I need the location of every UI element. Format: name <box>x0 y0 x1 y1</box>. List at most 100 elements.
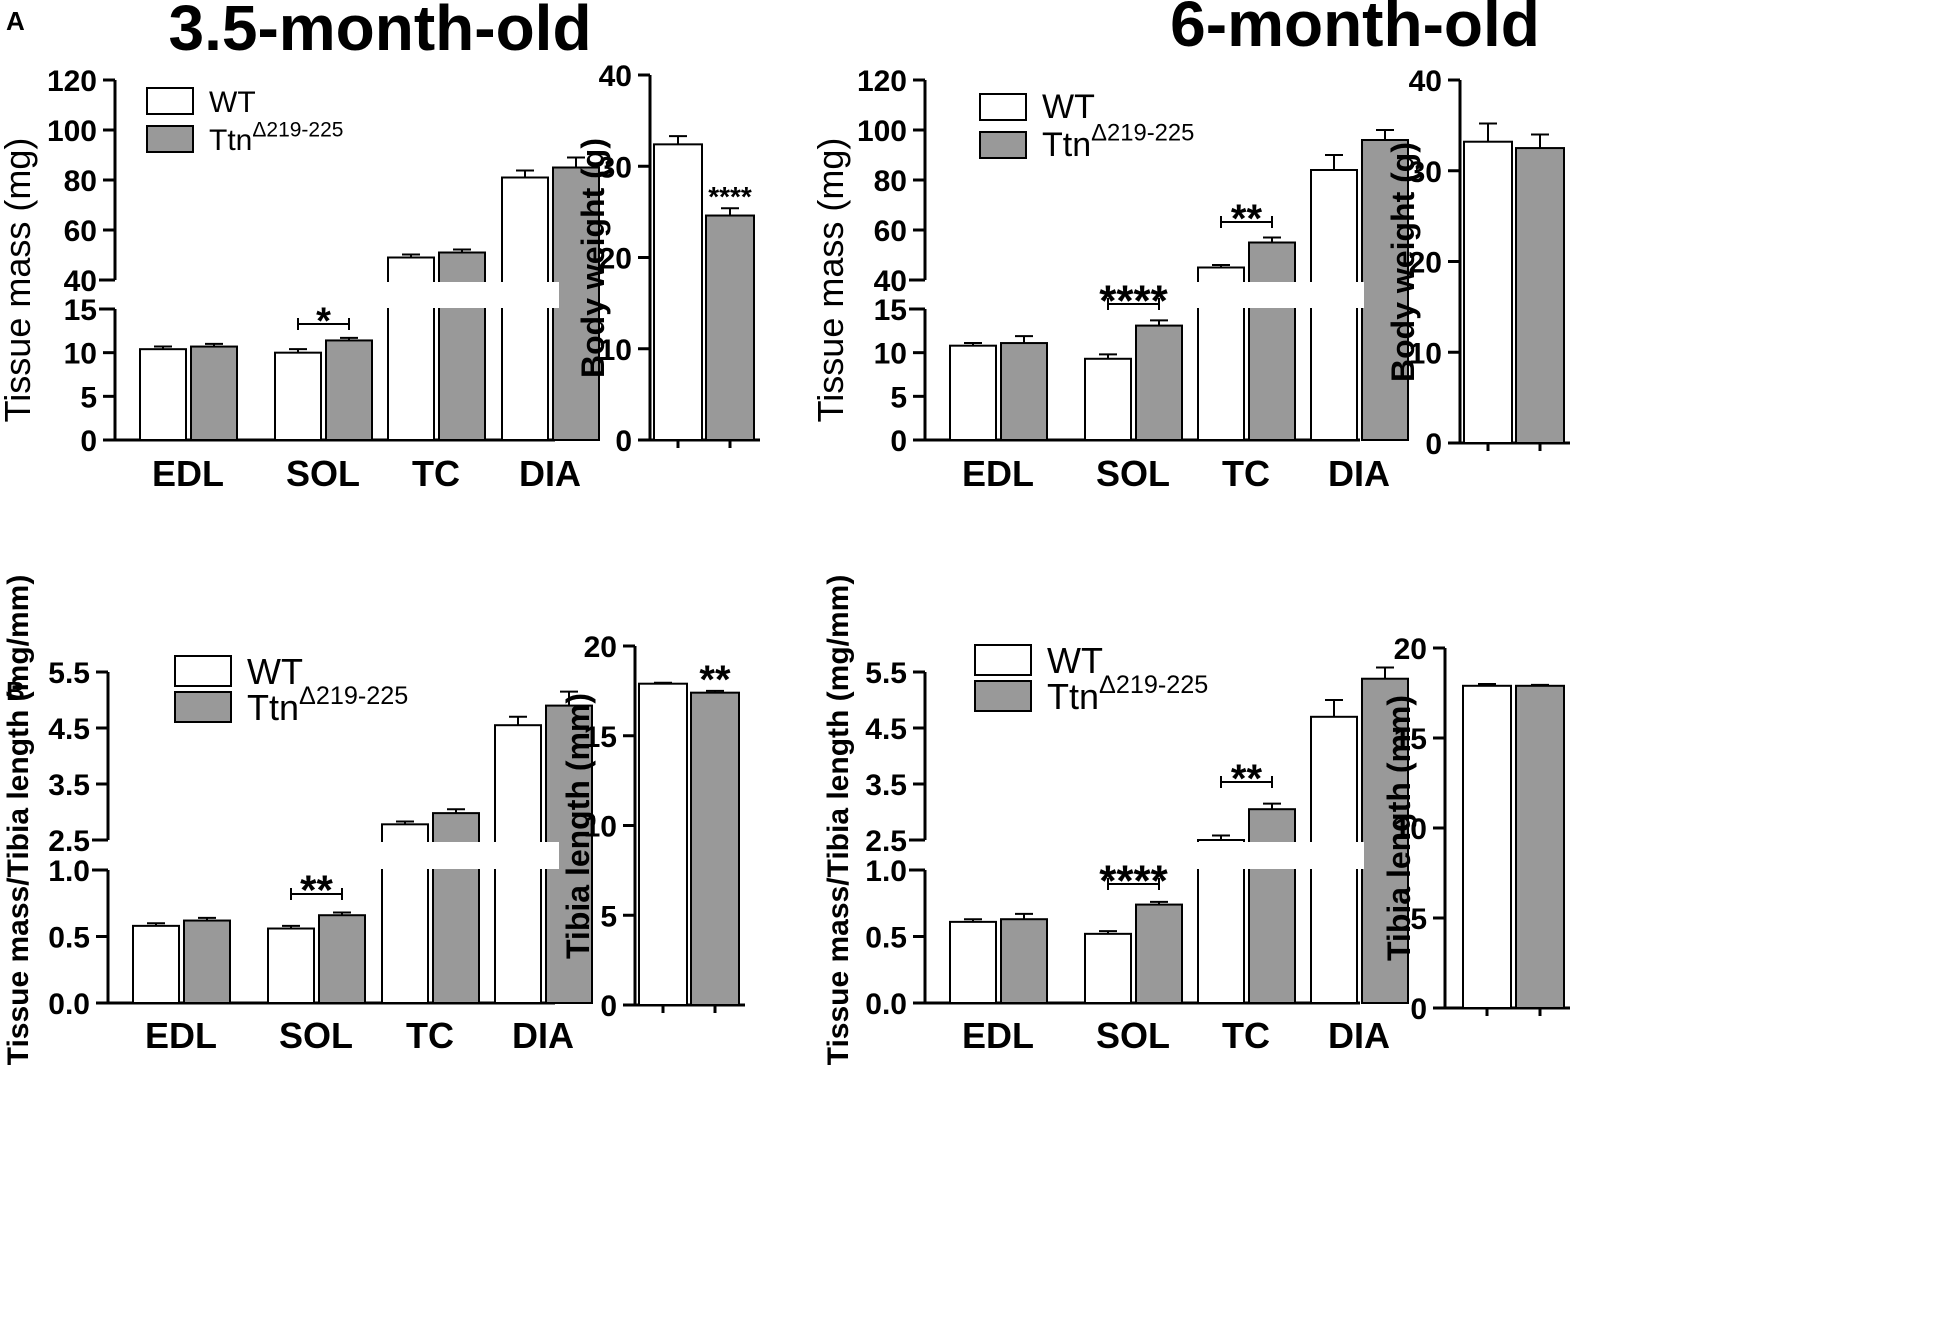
x-tick-label-tc: TC <box>406 1015 454 1056</box>
bar-dia-ttn <box>1361 677 1409 1004</box>
y-tick-label-10: 10 <box>874 338 907 371</box>
legend-label-ttn: TtnΔ219-225 <box>1047 671 1208 717</box>
legend-label-ttn-sup: Δ219-225 <box>299 682 408 710</box>
y-tick-label-0: 0 <box>80 425 97 458</box>
y-axis-label: Tissue mass (mg) <box>0 138 38 423</box>
sig-label-sol: * <box>316 300 331 342</box>
bar-ttn <box>1515 147 1565 444</box>
column-title-6-month: 6-month-old <box>1170 0 1540 60</box>
legend-label-ttn: TtnΔ219-225 <box>1042 120 1194 164</box>
bar-sol-wt <box>1084 932 1132 1005</box>
legend-label-ttn-sup: Δ219-225 <box>252 119 343 142</box>
y-tick-label-3-5: 3.5 <box>48 769 90 802</box>
bar-dia-wt <box>501 176 549 441</box>
y-tick-label-2-5: 2.5 <box>48 825 90 858</box>
x-tick-label-sol: SOL <box>1096 1015 1170 1056</box>
y-tick-label-1-0: 1.0 <box>48 855 90 888</box>
panel-label-b: B <box>6 676 25 706</box>
bar-ttn <box>1515 684 1565 1009</box>
sig-label: **** <box>708 181 752 212</box>
y-tick-label-100: 100 <box>47 115 97 148</box>
x-tick-label-edl: EDL <box>962 1015 1034 1056</box>
y-tick-label-2-5: 2.5 <box>865 825 907 858</box>
x-tick-label-sol: SOL <box>1096 453 1170 494</box>
sig-label-sol: ** <box>300 867 333 914</box>
chart-b-3-5-ratio: 0.0 0.5 1.02.5 3.5 4.5 5.5 Tissue mass/Tibia l… <box>2 575 593 1066</box>
y-tick-label-40: 40 <box>874 265 907 298</box>
y-tick-label-15: 15 <box>64 294 97 327</box>
legend-label-ttn-sup: Δ219-225 <box>1099 671 1208 699</box>
bar-edl-ttn <box>190 345 238 442</box>
legend-swatch-ttn <box>974 680 1032 712</box>
y-tick-label-0: 0 <box>890 425 907 458</box>
legend-label-wt: WT <box>209 86 256 119</box>
y-tick-label-0-5: 0.5 <box>865 922 907 955</box>
panel-label-a: A <box>6 6 25 36</box>
sig-label-sol: **** <box>1099 856 1168 905</box>
y-tick-label-0-5: 0.5 <box>48 922 90 955</box>
y-tick-label-10: 10 <box>64 338 97 371</box>
y-axis-label: Body weight (g) <box>575 138 611 378</box>
chart-b-3-5-tibia: 0 5 10 15 20 Tibia length (mm) ** <box>560 631 745 1023</box>
y-axis-label: Tissue mass/Tibia length (mg/mm) <box>2 575 35 1066</box>
sig-label-sol: **** <box>1099 276 1168 325</box>
y-axis-label: Tibia length (mm) <box>1381 695 1417 961</box>
x-tick-label-tc: TC <box>412 453 460 494</box>
legend-label-ttn: TtnΔ219-225 <box>209 119 343 158</box>
legend-label-ttn-sup: Δ219-225 <box>1091 120 1194 147</box>
legend-label-ttn-base: Ttn <box>247 687 299 728</box>
y-tick-label-10: 10 <box>584 811 617 844</box>
chart-b-6-tibia: 0 5 10 15 20 Tibia length (mm) <box>1381 633 1570 1026</box>
legend-label-wt: WT <box>1047 640 1103 681</box>
legend-label-ttn-base: Ttn <box>1047 676 1099 717</box>
legend-swatch-ttn <box>146 125 194 153</box>
bar-wt <box>653 143 703 441</box>
y-tick-label-5-5: 5.5 <box>48 657 90 690</box>
x-tick-label-edl: EDL <box>152 453 224 494</box>
legend-swatch-ttn <box>979 131 1027 159</box>
y-tick-label-5-5: 5.5 <box>865 657 907 690</box>
y-tick-label-3-5: 3.5 <box>865 769 907 802</box>
y-tick-label-40: 40 <box>1409 65 1442 98</box>
legend-label-ttn: TtnΔ219-225 <box>247 682 408 728</box>
bar-tc-ttn <box>1248 241 1296 441</box>
y-tick-label-80: 80 <box>874 165 907 198</box>
legend-label-wt: WT <box>1042 88 1095 126</box>
bar-edl-wt <box>139 348 187 442</box>
bar-wt <box>638 682 688 1006</box>
bar-edl-wt <box>132 924 180 1004</box>
y-axis-label: Body weight (g) <box>1385 142 1421 382</box>
bar-sol-wt <box>267 927 315 1005</box>
bar-sol-ttn <box>318 914 366 1004</box>
x-tick-label-edl: EDL <box>962 453 1034 494</box>
bar-wt <box>1462 684 1512 1009</box>
x-tick-label-dia: DIA <box>1328 453 1390 494</box>
legend-swatch-wt <box>174 655 232 687</box>
y-tick-label-5: 5 <box>890 381 907 414</box>
bar-edl-ttn <box>1000 342 1048 441</box>
bar-sol-wt <box>274 351 322 441</box>
y-tick-label-40: 40 <box>599 60 632 93</box>
y-tick-label-5: 5 <box>80 381 97 414</box>
x-tick-label-dia: DIA <box>512 1015 574 1056</box>
y-tick-label-60: 60 <box>64 215 97 248</box>
x-tick-label-tc: TC <box>1222 1015 1270 1056</box>
y-axis-label: Tissue mass (mg) <box>810 138 851 423</box>
sig-label-tc: ** <box>1231 757 1263 801</box>
y-tick-label-20: 20 <box>1409 247 1442 280</box>
bar-tc-ttn <box>1248 808 1296 1005</box>
y-tick-label-80: 80 <box>64 165 97 198</box>
legend-swatch-ttn <box>174 691 232 723</box>
x-tick-label-edl: EDL <box>145 1015 217 1056</box>
legend-swatch-wt <box>979 93 1027 121</box>
x-tick-label-tc: TC <box>1222 453 1270 494</box>
y-tick-label-0: 0 <box>1425 428 1442 461</box>
bar-sol-ttn <box>1135 324 1183 441</box>
y-tick-label-20: 20 <box>1394 633 1427 666</box>
sig-label-tc: ** <box>1231 197 1263 241</box>
